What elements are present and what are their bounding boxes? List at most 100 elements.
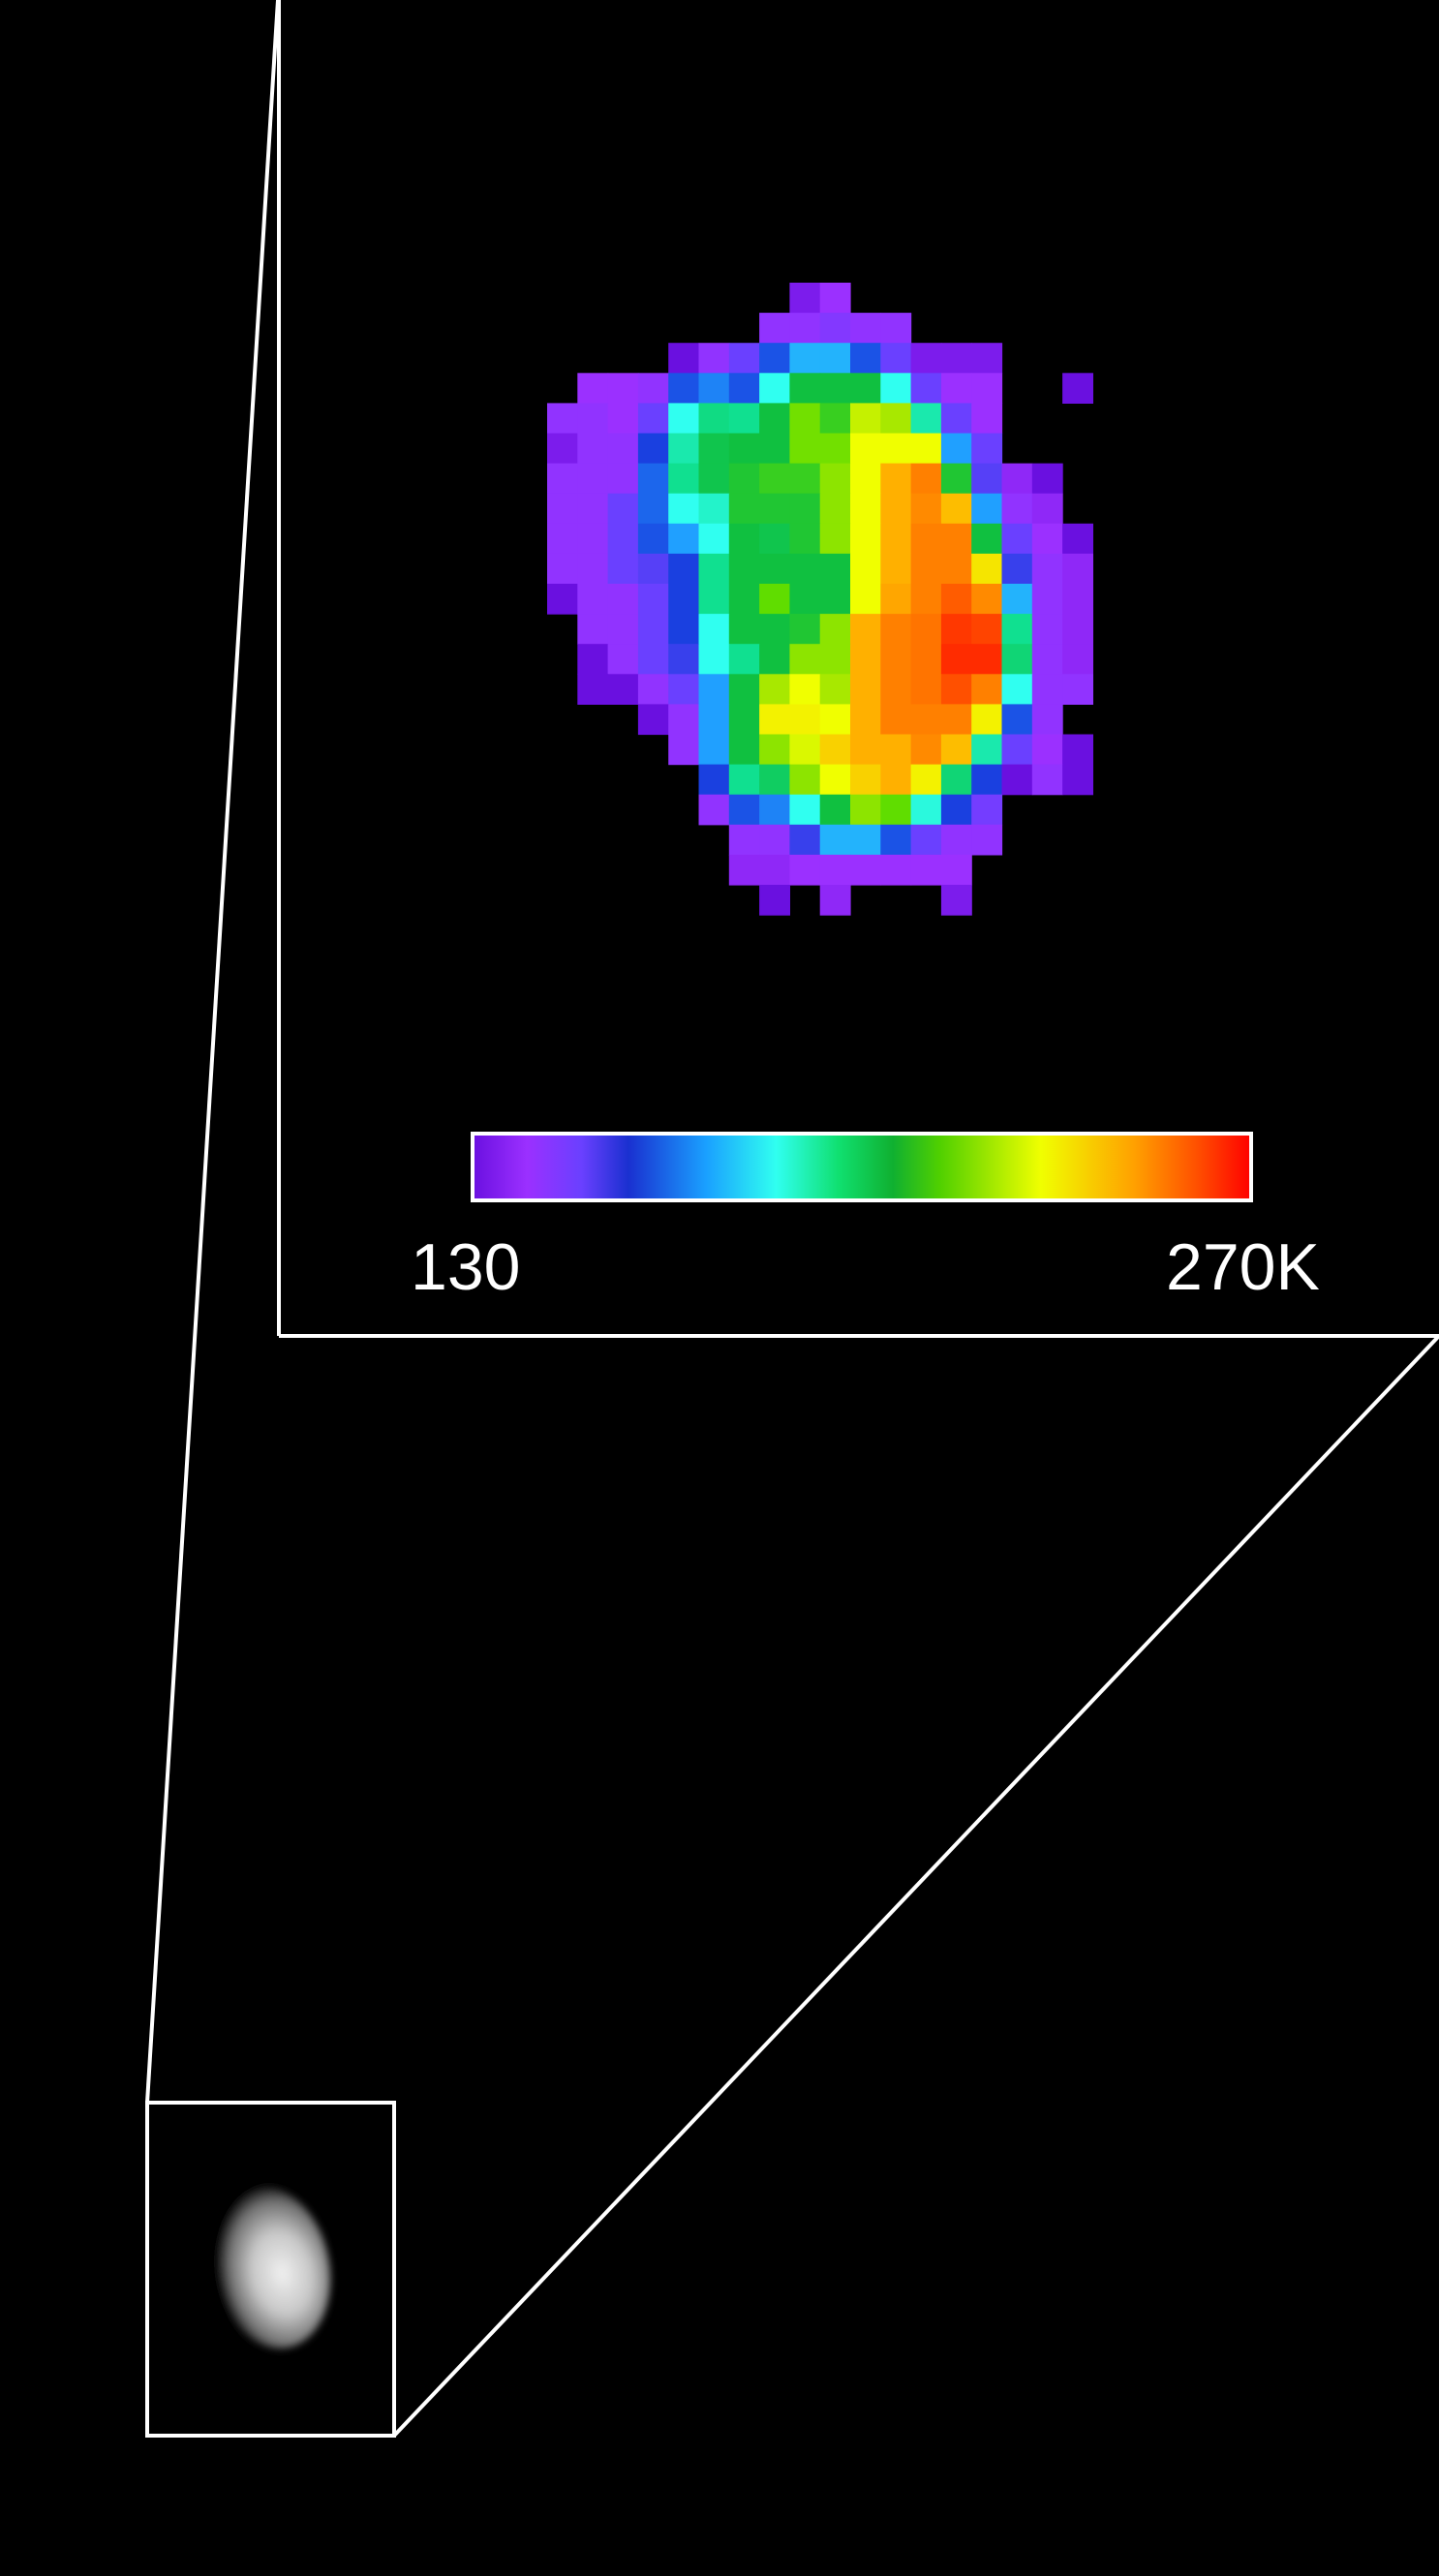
heatmap-cell [910,553,942,585]
heatmap-cell [698,644,730,675]
heatmap-cell [940,854,972,886]
heatmap-cell [789,433,821,465]
heatmap-cell [698,553,730,585]
heatmap-cell [850,433,881,465]
heatmap-cell [759,704,790,736]
heatmap-cell [910,403,942,435]
heatmap-cell [971,373,1003,404]
colorbar-max-label: 270K [1166,1230,1320,1304]
heatmap-cell [880,433,912,465]
heatmap-cell [728,403,760,435]
heatmap-cell [1062,373,1093,404]
heatmap-cell [728,343,760,374]
heatmap-cell [728,584,760,615]
heatmap-cell [940,463,972,495]
heatmap-cell [850,794,881,826]
heatmap-cell [668,704,700,736]
heatmap-cell [728,644,760,675]
heatmap-cell [789,704,821,736]
heatmap-cell [880,523,912,555]
heatmap-cell [910,433,942,465]
heatmap-cell [1062,734,1093,766]
heatmap-cell [577,674,609,705]
heatmap-cell [819,734,851,766]
heatmap-cell [698,674,730,705]
heatmap-cell [1001,614,1033,645]
heatmap-cell [971,614,1003,645]
heatmap-cell [1062,553,1093,585]
heatmap-cell [789,493,821,525]
heatmap-cell [668,433,700,465]
heatmap-cell [607,493,639,525]
heatmap-cell [1001,553,1033,585]
heatmap-cell [880,584,912,615]
heatmap-cell [759,553,790,585]
heatmap-cell [698,764,730,796]
heatmap-cell [1062,523,1093,555]
heatmap-cell [971,493,1003,525]
heatmap-cell [1001,644,1033,675]
heatmap-cell [668,674,700,705]
heatmap-cell [728,764,760,796]
heatmap-cell [607,553,639,585]
heatmap-cell [910,644,942,675]
heatmap-cell [1031,734,1063,766]
heatmap-cell [789,283,821,314]
heatmap-cell [668,343,700,374]
heatmap-cell [668,553,700,585]
heatmap-cell [1031,704,1063,736]
heatmap-cell [728,794,760,826]
heatmap-cell [1031,674,1063,705]
heatmap-cell [1001,704,1033,736]
heatmap-cell [971,764,1003,796]
heatmap-cell [819,373,851,404]
heatmap-cell [971,704,1003,736]
heatmap-cell [728,674,760,705]
heatmap-cell [880,794,912,826]
heatmap-cell [1062,644,1093,675]
heatmap-cell [880,674,912,705]
heatmap-cell [759,854,790,886]
heatmap-cell [607,674,639,705]
heatmap-cell [819,463,851,495]
heatmap-cell [819,493,851,525]
heatmap-cell [789,824,821,856]
callout-line-left [145,0,280,2104]
heatmap-cell [547,493,578,525]
heatmap-cell [819,704,851,736]
heatmap-cell [728,704,760,736]
heatmap-cell [577,373,609,404]
heatmap-cell [910,794,942,826]
heatmap-cell [850,824,881,856]
heatmap-cell [577,553,609,585]
heatmap-cell [880,854,912,886]
heatmap-cell [698,523,730,555]
heatmap-cell [940,553,972,585]
heatmap-cell [759,343,790,374]
heatmap-cell [1001,584,1033,615]
heatmap-cell [668,523,700,555]
heatmap-cell [728,824,760,856]
heatmap-cell [759,644,790,675]
heatmap-cell [607,433,639,465]
heatmap-cell [637,553,669,585]
heatmap-cell [607,584,639,615]
heatmap-cell [698,433,730,465]
heatmap-cell [940,373,972,404]
heatmap-cell [759,584,790,615]
heatmap-cell [698,403,730,435]
heatmap-cell [819,403,851,435]
heatmap-cell [607,463,639,495]
heatmap-cell [910,764,942,796]
heatmap-cell [668,584,700,615]
heatmap-cell [668,644,700,675]
heatmap-cell [880,403,912,435]
heatmap-cell [668,734,700,766]
heatmap-cell [668,493,700,525]
heatmap-cell [1062,674,1093,705]
heatmap-cell [577,614,609,645]
heatmap-cell [819,674,851,705]
heatmap-cell [547,523,578,555]
heatmap-cell [698,734,730,766]
